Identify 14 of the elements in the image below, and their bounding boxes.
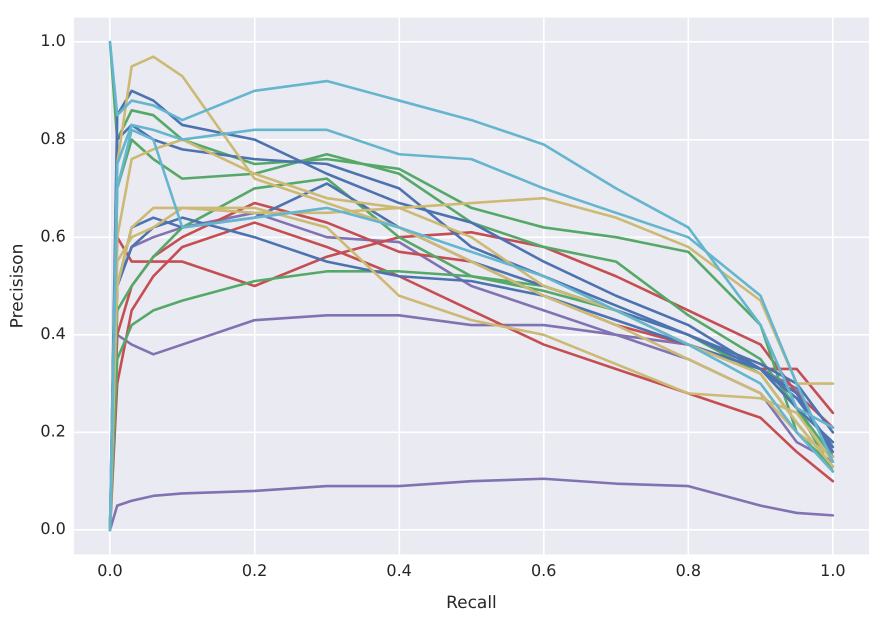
x-tick-label: 1.0 <box>820 561 846 580</box>
y-tick-label: 0.2 <box>40 422 66 441</box>
x-axis-title: Recall <box>446 593 497 614</box>
y-tick-label: 0.4 <box>40 324 66 343</box>
y-tick-label: 0.8 <box>40 128 66 148</box>
y-axis-title: Precisison <box>8 244 28 328</box>
x-tick-label: 0.6 <box>530 561 556 580</box>
y-tick-label: 1.0 <box>40 31 66 50</box>
y-tick-label: 0.6 <box>40 226 66 246</box>
y-tick-label: 0.0 <box>40 519 66 538</box>
x-tick-label: 0.2 <box>242 561 268 580</box>
x-tick-label: 0.8 <box>676 561 702 580</box>
x-tick-label: 0.0 <box>97 561 123 580</box>
x-tick-label: 0.4 <box>386 561 412 580</box>
